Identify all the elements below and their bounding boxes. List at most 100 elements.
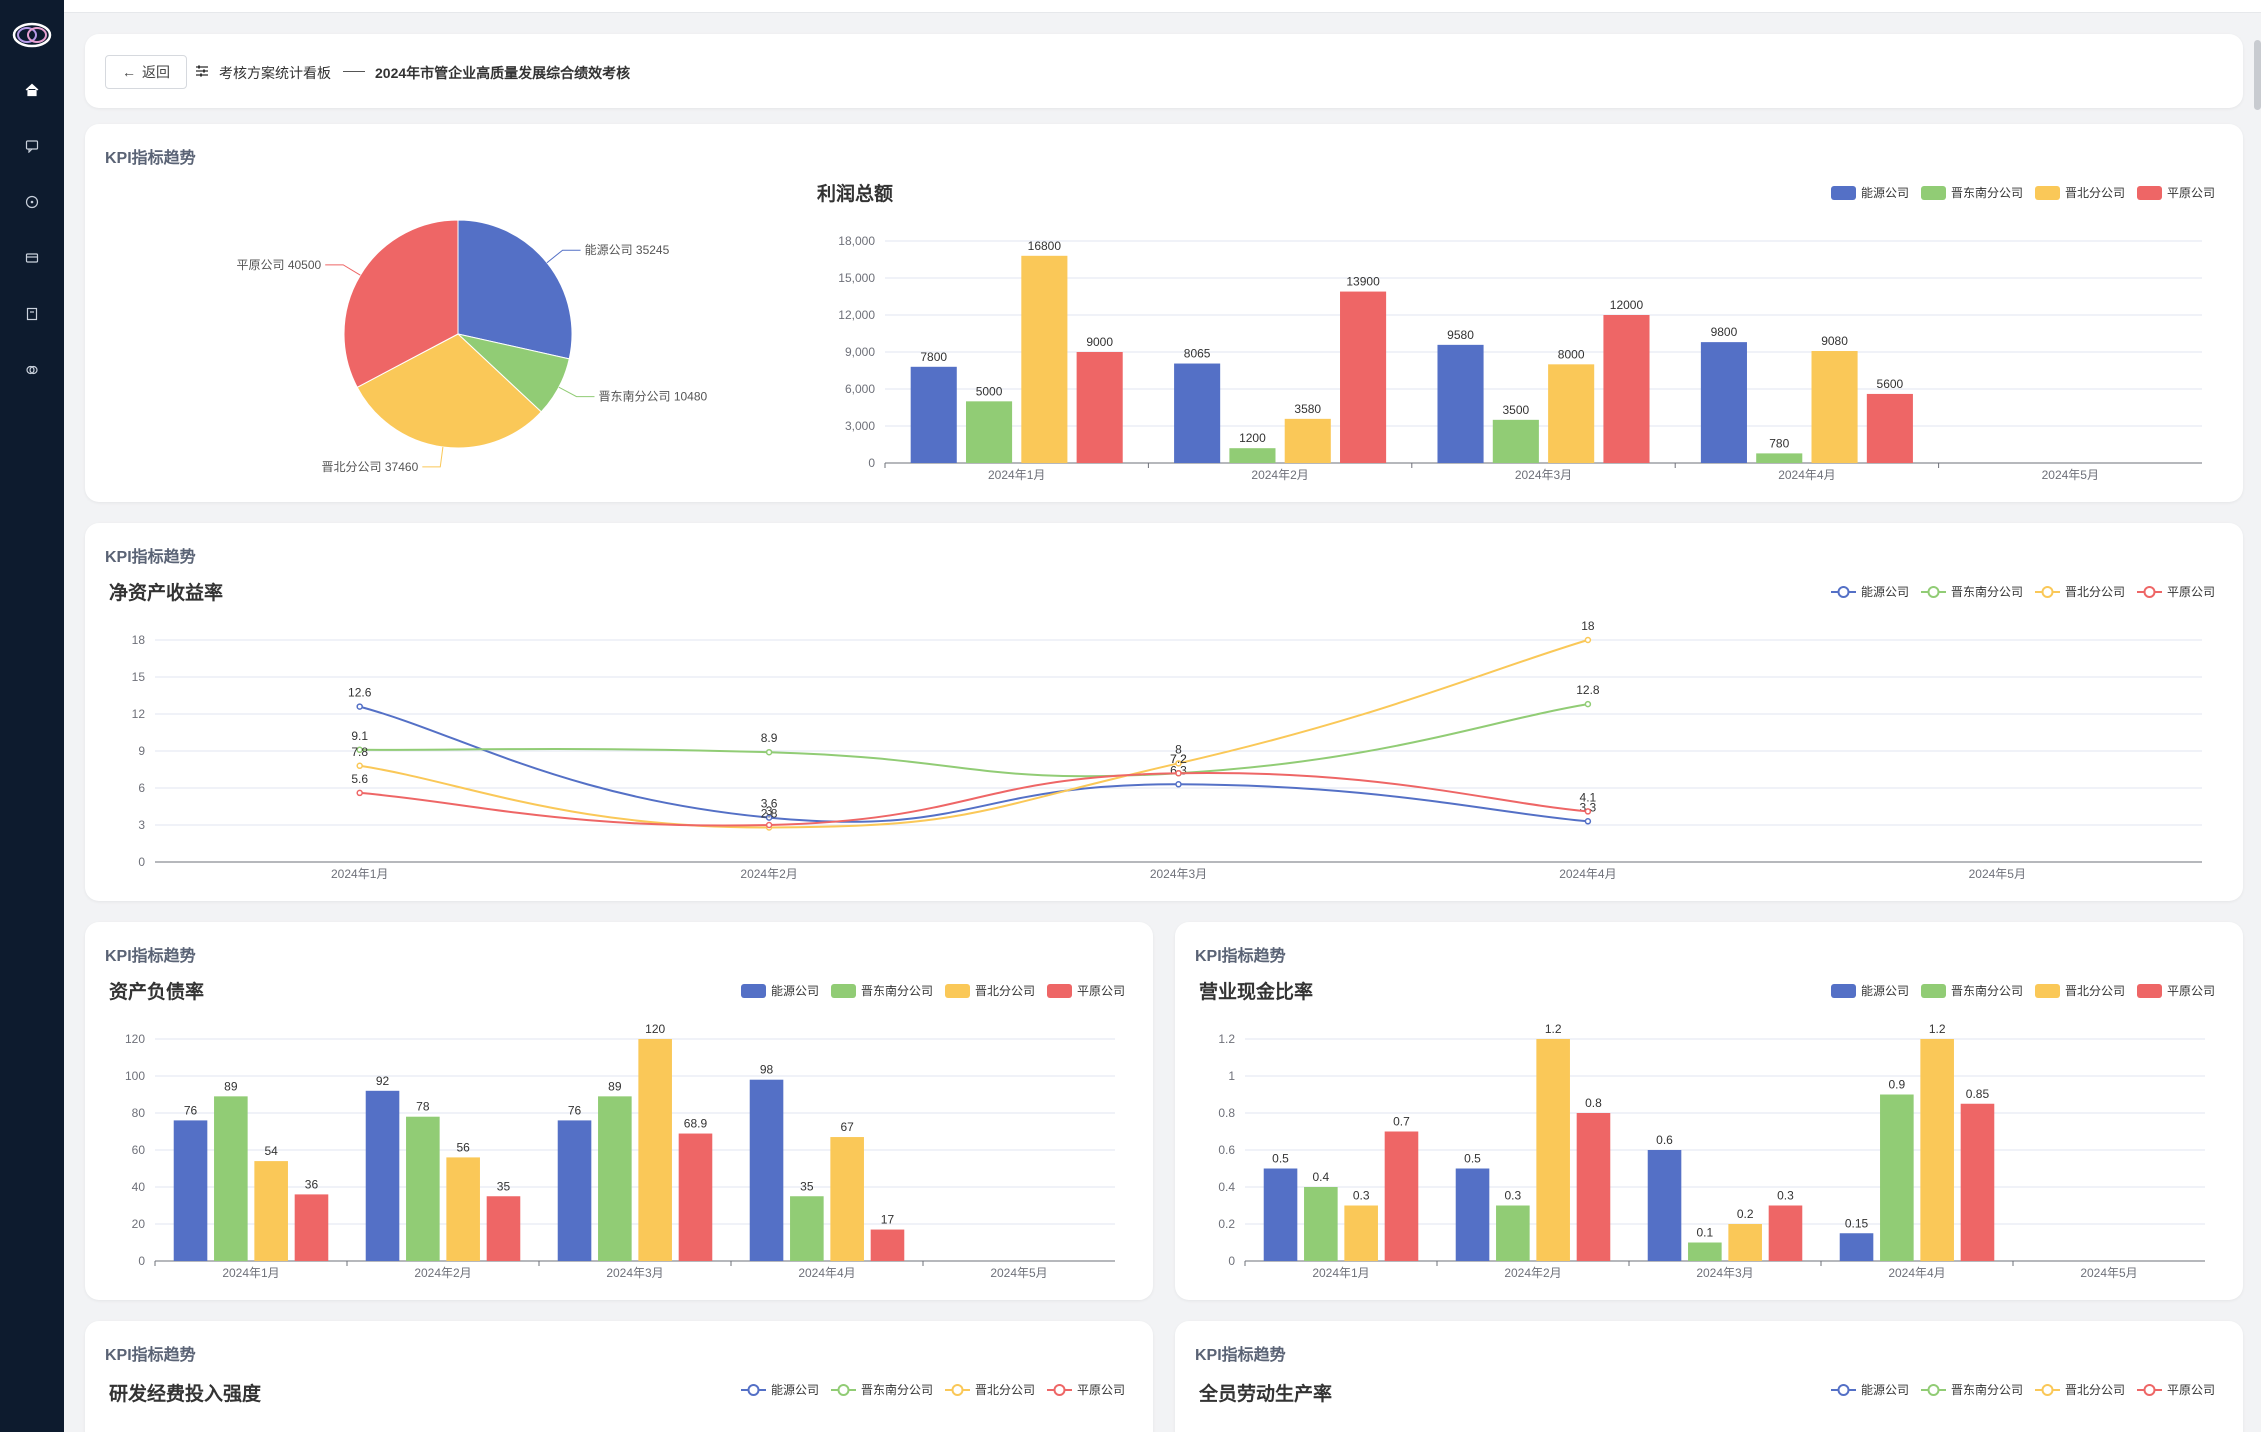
roe-chart: 净资产收益率 能源公司 晋东南分公司 晋北分公司 平原公司 0 3 6 9 12 15 18 2024年…	[109, 581, 2215, 881]
data-label: 9.1	[351, 729, 368, 743]
legend-swatch-2	[831, 984, 856, 998]
breadcrumb-dashboard[interactable]: 考核方案统计看板	[219, 65, 331, 81]
bar-value-label: 12000	[1610, 298, 1644, 312]
legend-label-3: 晋北分公司	[2065, 186, 2125, 200]
chart-title: 全员劳动生产率	[1199, 1384, 1333, 1405]
bar-value-label: 16800	[1028, 239, 1062, 253]
y-tick-label: 20	[132, 1217, 146, 1231]
bar-value-label: 1.2	[1929, 1022, 1946, 1036]
y-tick-label: 6,000	[845, 382, 875, 396]
bar-value-label: 0.2	[1737, 1207, 1754, 1221]
bar	[1728, 1224, 1762, 1261]
legend-swatch-3	[2035, 984, 2060, 998]
rnd-legend: 能源公司 晋东南分公司 晋北分公司 平原公司	[741, 1382, 1125, 1397]
legend-label-2: 晋东南分公司	[1951, 983, 2023, 998]
legend-label-1: 能源公司	[1861, 585, 1909, 599]
y-tick-label: 0	[138, 855, 145, 869]
data-point	[356, 762, 363, 770]
home-icon[interactable]	[20, 80, 44, 104]
pie-label-line	[558, 386, 595, 398]
bar	[790, 1196, 824, 1261]
data-label: 3	[766, 804, 773, 818]
y-tick-label: 15	[132, 670, 146, 684]
data-label: 3.6	[761, 797, 778, 811]
legend-swatch-4	[1047, 984, 1072, 998]
section-title: KPI指标趋势	[105, 948, 196, 965]
compass-icon[interactable]	[20, 192, 44, 216]
data-point	[356, 746, 363, 754]
data-label: 5.6	[351, 772, 368, 786]
bar	[173, 1120, 208, 1261]
bar-value-label: 8065	[1184, 347, 1211, 361]
bar	[1920, 1039, 1954, 1261]
bar-value-label: 17	[881, 1213, 895, 1227]
data-point	[1584, 808, 1592, 815]
bar-value-label: 0.4	[1312, 1170, 1329, 1184]
legend-swatch-3	[2035, 186, 2060, 200]
x-tick-label: 2024年1月	[331, 867, 388, 881]
bar-value-label: 9580	[1447, 328, 1474, 342]
data-label: 12.6	[348, 686, 372, 700]
data-label: 7.8	[351, 745, 368, 759]
bar-value-label: 7800	[920, 350, 947, 364]
y-tick-label: 0	[1228, 1254, 1235, 1268]
bar	[557, 1120, 592, 1261]
y-tick-label: 3,000	[845, 419, 875, 433]
breadcrumb-current: 2024年市管企业高质量发展综合绩效考核	[375, 65, 631, 81]
bar	[1700, 342, 1747, 463]
series-line	[359, 705, 1588, 823]
bar	[1866, 393, 1913, 463]
link-icon[interactable]	[20, 360, 44, 384]
kpi-card-profit: KPI指标趋势 能源公司 35245 晋东南分公司 10480 晋北分公司 3746…	[85, 124, 2243, 502]
y-tick-label: 0.8	[1218, 1106, 1235, 1120]
legend-marker-1	[1837, 586, 1850, 598]
bar	[1229, 448, 1276, 463]
y-tick-label: 0.6	[1218, 1143, 1235, 1157]
sidebar	[0, 0, 64, 1432]
legend-marker-4	[2143, 586, 2156, 598]
back-button[interactable]: ← 返回	[105, 55, 187, 89]
card-icon[interactable]	[20, 248, 44, 272]
arrow-left-icon: ←	[122, 64, 136, 80]
legend-label-4: 平原公司	[1077, 1383, 1125, 1397]
x-tick-label: 2024年3月	[606, 1266, 663, 1280]
series-line	[359, 771, 1588, 827]
bar	[1960, 1103, 1995, 1261]
profit-charts: 能源公司 35245 晋东南分公司 10480 晋北分公司 37460 平原公司 40…	[236, 182, 2215, 482]
bar	[1455, 1168, 1490, 1261]
legend-swatch-1	[741, 984, 766, 998]
bar	[1756, 453, 1803, 463]
x-tick-label: 2024年3月	[1696, 1266, 1753, 1280]
bar-value-label: 9080	[1821, 334, 1848, 348]
x-tick-label: 2024年4月	[1559, 867, 1616, 881]
bar	[910, 366, 957, 463]
logo-icon	[12, 22, 52, 48]
bar-value-label: 1.2	[1545, 1022, 1562, 1036]
bar	[638, 1039, 672, 1261]
data-label: 18	[1581, 619, 1595, 633]
chart-title: 利润总额	[817, 182, 893, 205]
bar	[870, 1229, 905, 1261]
book-icon[interactable]	[20, 304, 44, 328]
chart-title: 研发经费投入强度	[109, 1384, 262, 1405]
y-tick-label: 9,000	[845, 345, 875, 359]
x-tick-label: 2024年5月	[1969, 867, 2026, 881]
bar	[1437, 344, 1484, 463]
data-label: 4.1	[1580, 790, 1597, 804]
data-point	[1584, 818, 1592, 825]
bar-value-label: 13900	[1346, 275, 1380, 289]
bar-value-label: 78	[416, 1100, 430, 1114]
legend-label-2: 晋东南分公司	[1951, 1382, 2023, 1397]
bar-value-label: 0.1	[1696, 1226, 1713, 1240]
chart-title: 营业现金比率	[1199, 980, 1313, 1003]
bar	[1536, 1039, 1570, 1261]
kpi-card-rnd: KPI指标趋势 研发经费投入强度 能源公司 晋东南分公司 晋北分公司 平原公司	[85, 1321, 1153, 1432]
pie-slice	[343, 219, 459, 388]
bar-value-label: 0.3	[1777, 1189, 1794, 1203]
pie-slice	[457, 219, 573, 360]
bar-value-label: 0.85	[1966, 1087, 1990, 1101]
bar	[214, 1096, 248, 1261]
message-icon[interactable]	[20, 136, 44, 160]
legend-marker-2	[1927, 1384, 1940, 1396]
scrollbar[interactable]	[2254, 40, 2261, 110]
